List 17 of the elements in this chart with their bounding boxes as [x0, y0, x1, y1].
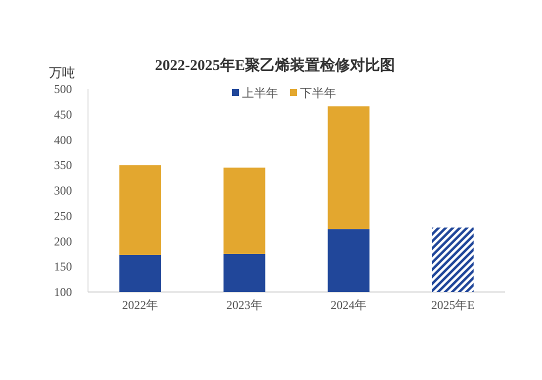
y-tick-label: 250	[54, 208, 72, 223]
x-tick-label: 2025年E	[431, 298, 475, 312]
legend-label: 上半年	[242, 86, 278, 100]
y-tick-label: 100	[54, 285, 72, 299]
y-tick-label: 200	[54, 234, 72, 248]
y-tick-label: 500	[54, 82, 72, 96]
y-axis-title: 万吨	[49, 65, 75, 80]
y-tick-label: 300	[54, 184, 72, 198]
y-tick-label: 400	[54, 132, 72, 147]
y-tick-label: 150	[54, 260, 72, 274]
y-tick-label: 350	[54, 158, 72, 172]
chart-title: 2022-2025年E聚乙烯装置检修对比图	[155, 57, 395, 74]
x-tick-label: 2024年	[330, 298, 367, 312]
legend-label: 下半年	[300, 86, 336, 100]
x-tick-label: 2023年	[226, 298, 262, 312]
x-tick-label: 2022年	[122, 298, 158, 312]
y-tick-label: 450	[54, 107, 72, 122]
